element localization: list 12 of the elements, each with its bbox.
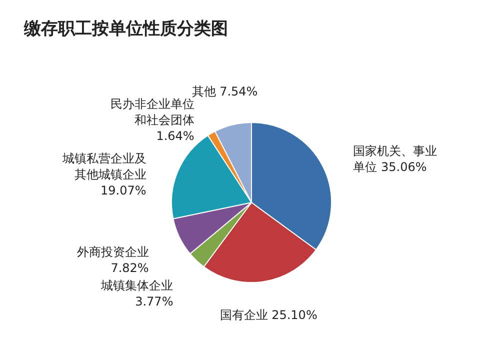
slice-label: 城镇私营企业及其他城镇企业 bbox=[61, 152, 146, 182]
slice-label: 其他 7.54% bbox=[192, 84, 258, 99]
slice-label: 外商投资企业 bbox=[76, 245, 149, 260]
data-label: 19.07% bbox=[100, 184, 146, 198]
slice-label: 国有企业 25.10% bbox=[220, 308, 318, 322]
slice-label: 城镇集体企业 bbox=[100, 278, 174, 292]
slice-label: 国家机关、事业单位 35.06% bbox=[353, 144, 438, 174]
slice-label: 民办非企业单位和社会团体 bbox=[110, 96, 194, 127]
chart-title: 缴存职工按单位性质分类图 bbox=[23, 19, 228, 39]
data-label: 1.64% bbox=[156, 128, 194, 143]
data-label: 3.77% bbox=[135, 294, 174, 308]
data-label: 7.82% bbox=[110, 261, 149, 276]
